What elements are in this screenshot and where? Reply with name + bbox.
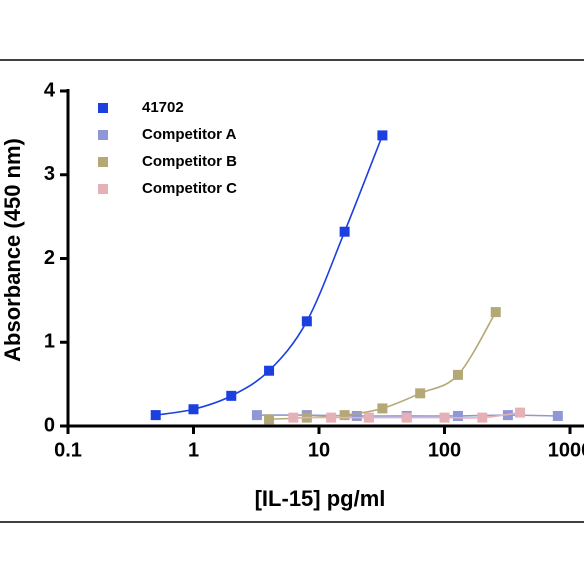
- point: [301, 316, 312, 327]
- point: [552, 410, 563, 421]
- y-axis-label: Absorbance (450 nm): [0, 138, 25, 362]
- legend-swatch: [98, 130, 108, 140]
- x-tick-label: 100: [428, 439, 461, 461]
- point: [439, 412, 450, 423]
- point: [326, 412, 337, 423]
- point: [477, 412, 488, 423]
- point: [452, 410, 463, 421]
- x-tick-label: 10: [308, 439, 330, 461]
- point: [377, 130, 388, 141]
- point: [377, 403, 388, 414]
- point: [401, 412, 412, 423]
- y-tick-label: 1: [44, 331, 55, 353]
- legend-label: Competitor B: [142, 153, 237, 170]
- point: [288, 412, 299, 423]
- y-tick-label: 2: [44, 247, 55, 269]
- legend-swatch: [98, 157, 108, 167]
- x-tick-label: 1: [188, 439, 199, 461]
- x-tick-label: 1000: [548, 439, 584, 461]
- point: [339, 410, 350, 421]
- point: [264, 365, 275, 376]
- y-tick-label: 0: [44, 414, 55, 436]
- legend-label: 41702: [142, 99, 184, 116]
- y-tick-label: 3: [44, 163, 55, 185]
- x-tick-label: 0.1: [54, 439, 82, 461]
- legend-swatch: [98, 103, 108, 113]
- y-tick-label: 4: [44, 79, 56, 101]
- point: [515, 407, 526, 418]
- point: [452, 369, 463, 380]
- point: [264, 414, 275, 425]
- legend-label: Competitor C: [142, 180, 237, 197]
- legend-label: Competitor A: [142, 126, 237, 143]
- point: [188, 404, 199, 415]
- point: [490, 307, 501, 318]
- point: [351, 410, 362, 421]
- x-axis-label: [IL-15] pg/ml: [255, 486, 386, 511]
- point: [150, 410, 161, 421]
- point: [339, 226, 350, 237]
- point: [363, 412, 374, 423]
- point: [251, 410, 262, 421]
- point: [226, 390, 237, 401]
- legend-swatch: [98, 184, 108, 194]
- point: [415, 388, 426, 399]
